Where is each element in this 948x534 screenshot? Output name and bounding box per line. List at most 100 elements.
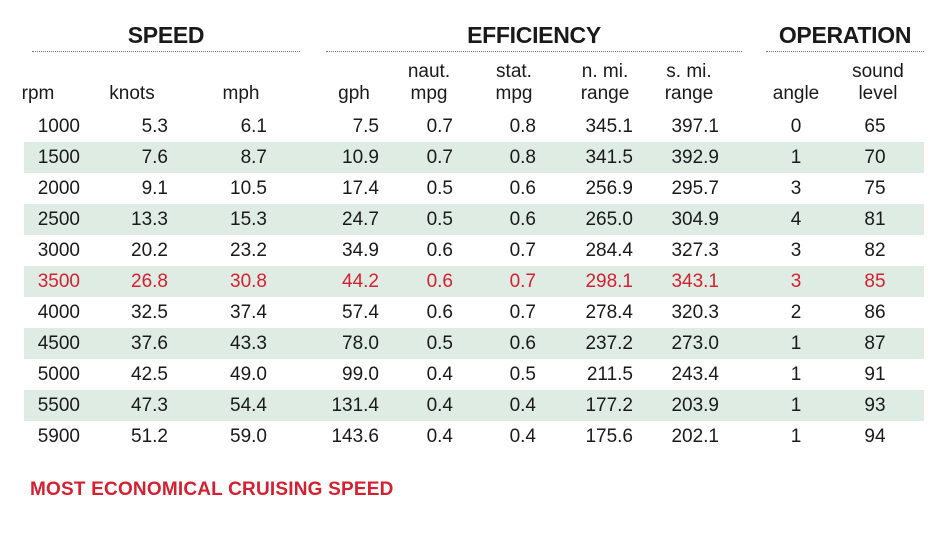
- cell-angle: 0: [790, 116, 802, 137]
- group-rule-efficiency: [326, 51, 742, 52]
- table-row: 5900 51.2 59.0 143.6 0.4 0.4 175.6 202.1 1 94: [24, 421, 924, 452]
- cell-smi-range: 397.1: [671, 116, 719, 137]
- cell-gph: 24.7: [342, 209, 379, 230]
- col-header-line: knots: [109, 83, 155, 104]
- group-title-speed: SPEED: [32, 20, 300, 52]
- col-header-line: range: [580, 83, 630, 104]
- col-header-angle: angle: [764, 57, 828, 105]
- cell-stat-mpg: 0.6: [509, 178, 536, 199]
- cell-naut-mpg: 0.7: [426, 116, 453, 137]
- cell-rpm: 5500: [37, 395, 80, 416]
- group-rule-speed: [32, 51, 300, 52]
- cell-gph: 99.0: [342, 364, 379, 385]
- cell-nmi-range: 284.4: [585, 240, 633, 261]
- table-row: 5500 47.3 54.4 131.4 0.4 0.4 177.2 203.9 1 93: [24, 390, 924, 421]
- cell-gph: 10.9: [342, 147, 379, 168]
- col-header-mph: mph: [216, 57, 266, 105]
- cell-naut-mpg: 0.5: [426, 209, 453, 230]
- col-header-gph: gph: [328, 57, 380, 105]
- cell-naut-mpg: 0.6: [426, 240, 453, 261]
- cell-rpm: 5900: [37, 426, 80, 447]
- col-header-line: mpg: [410, 83, 448, 104]
- cell-stat-mpg: 0.7: [509, 302, 536, 323]
- cell-sound-level: 75: [864, 178, 886, 199]
- cell-rpm: 2000: [37, 178, 80, 199]
- cell-mph: 8.7: [240, 147, 267, 168]
- cell-knots: 51.2: [131, 426, 168, 447]
- cell-knots: 32.5: [131, 302, 168, 323]
- group-title-efficiency-text: EFFICIENCY: [467, 22, 601, 48]
- cell-stat-mpg: 0.7: [509, 240, 536, 261]
- col-header-line: stat.: [496, 61, 532, 82]
- cell-gph: 34.9: [342, 240, 379, 261]
- col-header-knots: knots: [100, 57, 164, 105]
- group-title-efficiency: EFFICIENCY: [326, 20, 742, 52]
- cell-gph: 44.2: [342, 271, 379, 292]
- table-row: 5000 42.5 49.0 99.0 0.4 0.5 211.5 243.4 1 91: [24, 359, 924, 390]
- cell-knots: 37.6: [131, 333, 168, 354]
- col-header-line: rpm: [21, 83, 55, 104]
- cell-mph: 37.4: [230, 302, 267, 323]
- cell-nmi-range: 256.9: [585, 178, 633, 199]
- table-row: 2000 9.1 10.5 17.4 0.5 0.6 256.9 295.7 3 75: [24, 173, 924, 204]
- col-header-line: range: [664, 83, 714, 104]
- cell-nmi-range: 345.1: [585, 116, 633, 137]
- col-header-line: sound: [852, 61, 904, 82]
- cell-angle: 3: [790, 271, 802, 292]
- cell-sound-level: 94: [864, 426, 886, 447]
- cell-stat-mpg: 0.4: [509, 426, 536, 447]
- cell-nmi-range: 177.2: [585, 395, 633, 416]
- cell-naut-mpg: 0.4: [426, 426, 453, 447]
- col-header-line: gph: [338, 83, 370, 104]
- cell-naut-mpg: 0.5: [426, 178, 453, 199]
- cell-stat-mpg: 0.8: [509, 147, 536, 168]
- table-row: 3000 20.2 23.2 34.9 0.6 0.7 284.4 327.3 3 82: [24, 235, 924, 266]
- cell-mph: 6.1: [240, 116, 267, 137]
- cell-angle: 4: [790, 209, 802, 230]
- cell-mph: 23.2: [230, 240, 267, 261]
- cell-knots: 7.6: [141, 147, 168, 168]
- cell-gph: 7.5: [352, 116, 379, 137]
- cell-mph: 10.5: [230, 178, 267, 199]
- cell-angle: 1: [790, 147, 802, 168]
- cell-smi-range: 273.0: [671, 333, 719, 354]
- cell-naut-mpg: 0.6: [426, 302, 453, 323]
- cell-smi-range: 243.4: [671, 364, 719, 385]
- cell-rpm: 3000: [37, 240, 80, 261]
- col-header-stat-mpg: stat. mpg: [487, 57, 541, 105]
- cell-angle: 3: [790, 240, 802, 261]
- cell-sound-level: 81: [864, 209, 886, 230]
- cell-angle: 3: [790, 178, 802, 199]
- group-title-operation: OPERATION: [766, 20, 924, 52]
- cell-naut-mpg: 0.6: [426, 271, 453, 292]
- cell-rpm: 2500: [37, 209, 80, 230]
- table-row: 1500 7.6 8.7 10.9 0.7 0.8 341.5 392.9 1 70: [24, 142, 924, 173]
- cell-knots: 47.3: [131, 395, 168, 416]
- cell-naut-mpg: 0.5: [426, 333, 453, 354]
- cell-angle: 1: [790, 426, 802, 447]
- cell-smi-range: 295.7: [671, 178, 719, 199]
- col-header-line: s. mi.: [666, 61, 712, 82]
- cell-sound-level: 87: [864, 333, 886, 354]
- cell-gph: 131.4: [331, 395, 379, 416]
- table-row: 2500 13.3 15.3 24.7 0.5 0.6 265.0 304.9 4 81: [24, 204, 924, 235]
- cell-mph: 43.3: [230, 333, 267, 354]
- cell-rpm: 1000: [37, 116, 80, 137]
- cell-gph: 143.6: [331, 426, 379, 447]
- col-header-line: level: [858, 83, 898, 104]
- cell-rpm: 4500: [37, 333, 80, 354]
- col-header-naut-mpg: naut. mpg: [402, 57, 456, 105]
- cell-sound-level: 85: [864, 271, 886, 292]
- cell-stat-mpg: 0.7: [509, 271, 536, 292]
- cell-nmi-range: 237.2: [585, 333, 633, 354]
- footnote: MOST ECONOMICAL CRUISING SPEED: [30, 479, 394, 500]
- cell-gph: 17.4: [342, 178, 379, 199]
- cell-gph: 78.0: [342, 333, 379, 354]
- col-header-line: mph: [222, 83, 260, 104]
- cell-naut-mpg: 0.7: [426, 147, 453, 168]
- cell-mph: 54.4: [230, 395, 267, 416]
- col-header-smi-range: s. mi. range: [656, 57, 722, 105]
- cell-rpm: 1500: [37, 147, 80, 168]
- cell-smi-range: 392.9: [671, 147, 719, 168]
- cell-rpm: 3500: [37, 271, 80, 292]
